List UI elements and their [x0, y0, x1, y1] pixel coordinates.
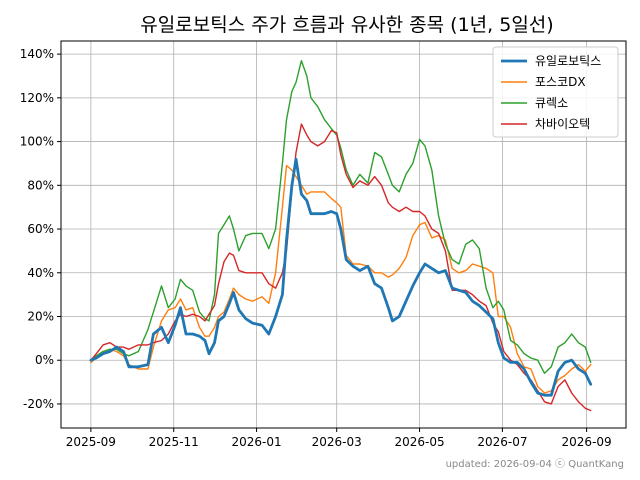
legend-label-1: 유일로보틱스	[535, 54, 601, 68]
legend-label-4: 차바이오텍	[535, 117, 590, 131]
legend-box	[492, 46, 619, 138]
footer-credit: updated: 2026-09-04 ⓒ QuantKang	[446, 458, 624, 470]
x-tick-label: 2026-05	[394, 435, 444, 449]
y-tick-label: 80%	[27, 178, 54, 192]
y-tick-label: 140%	[20, 47, 54, 61]
x-tick-label: 2026-01	[232, 435, 282, 449]
series-line-1	[89, 157, 593, 397]
series-line-4	[90, 123, 592, 412]
y-tick-label: 100%	[20, 135, 54, 149]
x-tick-label: 2025-09	[66, 435, 116, 449]
x-tick-label: 2026-09	[562, 435, 612, 449]
y-tick-label: 40%	[27, 266, 54, 280]
y-tick-label: 60%	[27, 222, 54, 236]
x-tick-label: 2026-07	[477, 435, 527, 449]
x-tick-label: 2026-03	[312, 435, 362, 449]
y-tick-label: -20%	[23, 397, 54, 411]
y-tick-label: 0%	[35, 353, 54, 367]
x-tick-label: 2025-11	[149, 435, 199, 449]
legend-label-3: 큐렉소	[535, 96, 568, 110]
legend-label-2: 포스코DX	[535, 75, 586, 89]
y-tick-label: 20%	[27, 309, 54, 323]
chart-title: 유일로보틱스 주가 흐름과 유사한 종목 (1년, 5일선)	[140, 14, 553, 36]
plot-series	[89, 60, 593, 412]
y-tick-label: 120%	[20, 91, 54, 105]
series-line-2	[90, 164, 592, 394]
axes: -20% 0% 20% 40% 60% 80% 100% 120% 140% 2025-09 202…	[20, 47, 612, 449]
plot-frame	[60, 40, 627, 429]
